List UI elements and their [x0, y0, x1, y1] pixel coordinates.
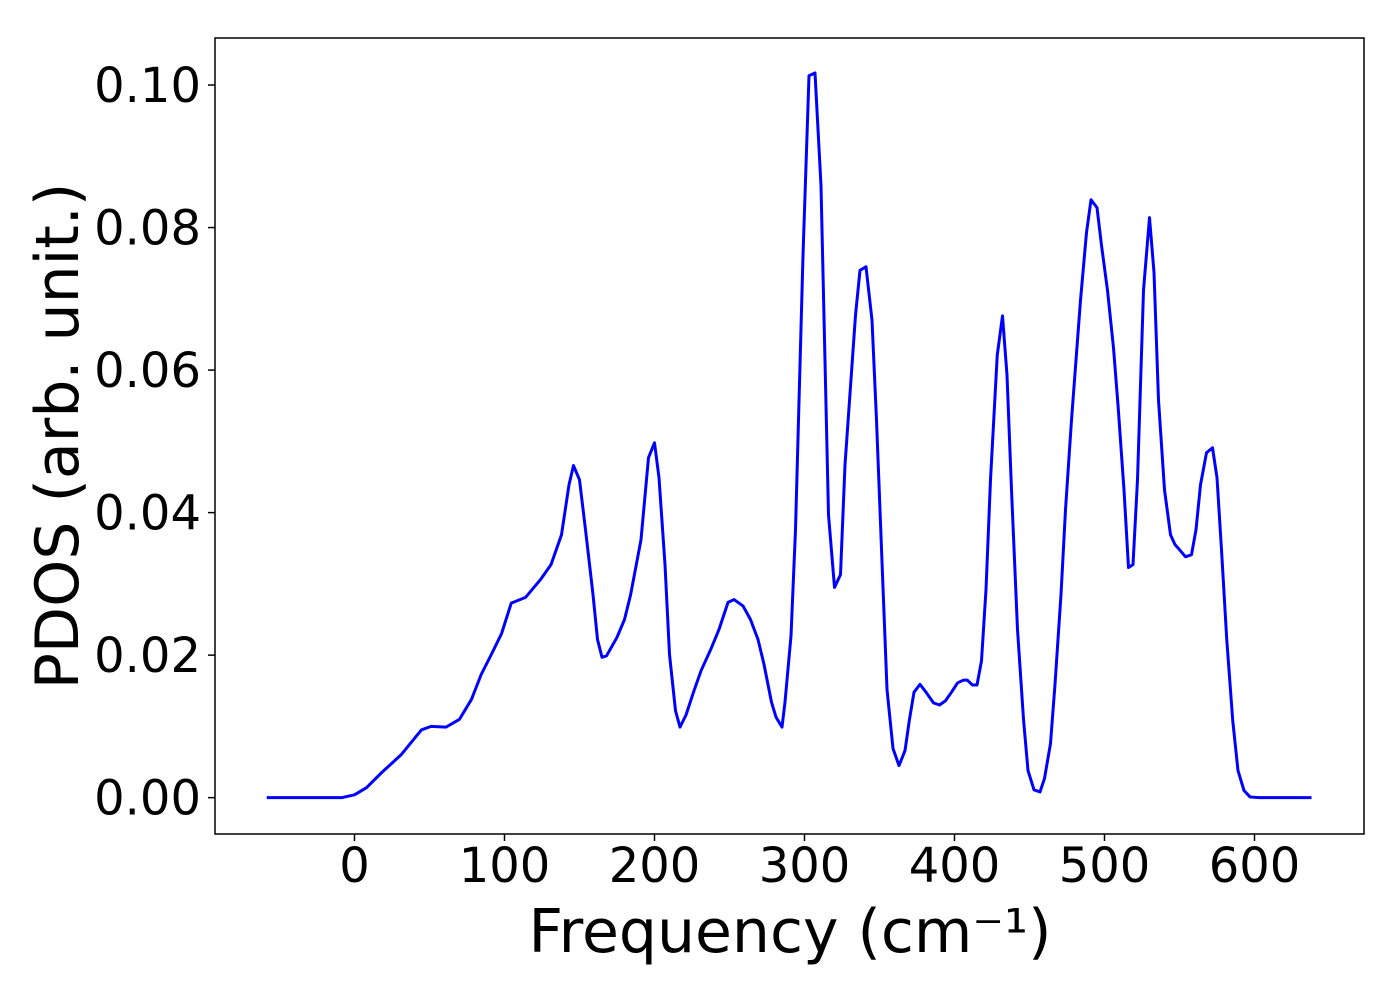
x-tick-label: 0 [339, 838, 370, 894]
y-tick-label: 0.10 [94, 58, 201, 114]
x-tick-label: 600 [1209, 838, 1301, 894]
y-tick-label: 0.08 [94, 201, 201, 257]
x-tick-label: 200 [609, 838, 701, 894]
plot-frame [214, 37, 1365, 835]
y-tick-label: 0.00 [94, 771, 201, 827]
x-tick-label: 300 [759, 838, 851, 894]
x-axis-label: Frequency (cm⁻¹) [528, 897, 1051, 967]
x-tick-label: 100 [459, 838, 551, 894]
x-tick-label: 500 [1059, 838, 1151, 894]
data-line [266, 71, 1312, 800]
y-tick-label: 0.06 [94, 343, 201, 399]
y-tick-label: 0.04 [94, 486, 201, 542]
x-tick-label: 400 [909, 838, 1001, 894]
y-axis-label: PDOS (arb. unit.) [23, 183, 93, 690]
y-tick-label: 0.02 [94, 628, 201, 684]
